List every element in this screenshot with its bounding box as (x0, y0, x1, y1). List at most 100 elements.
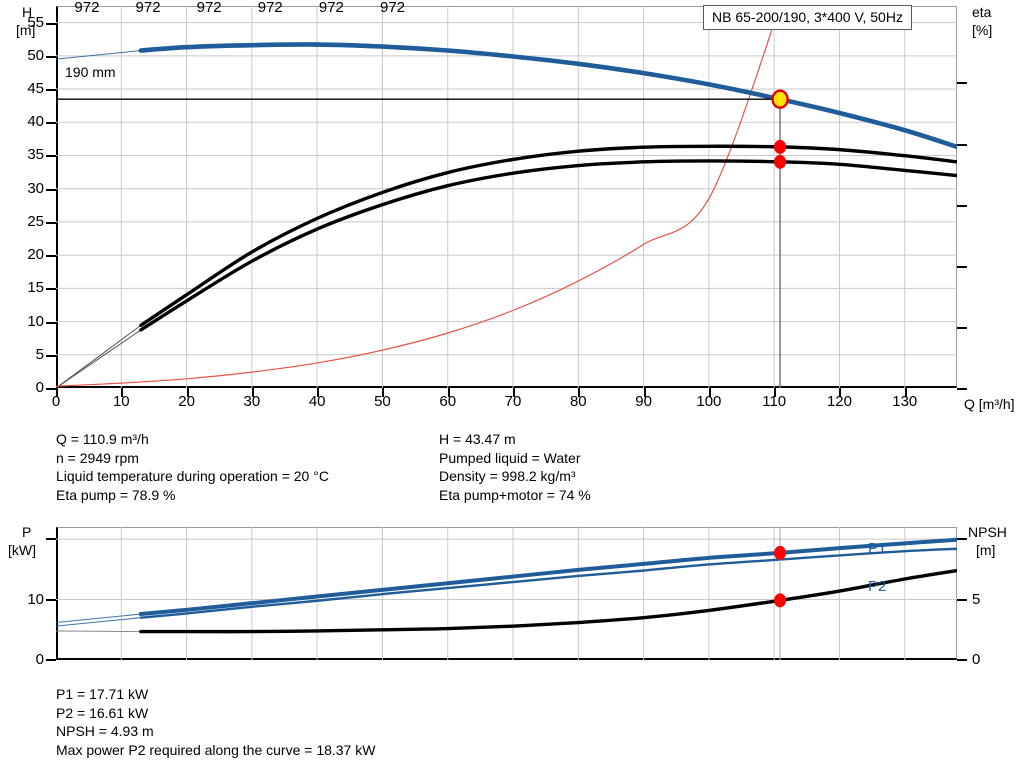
lower-plot-frame (56, 527, 957, 660)
upper-left-tickmark-0 (46, 388, 56, 390)
duty-right-line-4: Eta pump+motor = 74 % (439, 486, 591, 503)
upper-left-tickmark-35 (46, 155, 56, 158)
upper-x-tickmark-130 (904, 388, 907, 397)
upper-left-tickmark-15 (46, 288, 56, 291)
power-result-line-3: NPSH = 4.93 m (56, 723, 154, 739)
upper-left-tickmark-30 (46, 188, 56, 191)
upper-right-tickmark-40 (957, 265, 967, 268)
upper-x-tick-120: 120 (826, 393, 852, 410)
duty-results-right: H = 43.47 m Pumped liquid = Water Density … (439, 430, 591, 504)
upper-left-tick-5: 5 (35, 345, 44, 363)
upper-x-tick-10: 10 (112, 393, 130, 410)
lower-right-tickmark-10 (957, 538, 967, 541)
lower-curves (56, 527, 957, 660)
pump-title-box: NB 65-200/190, 3*400 V, 50Hz (703, 5, 912, 30)
upper-x-tick-90: 90 (635, 393, 652, 410)
upper-left-tick-40: 40 (27, 113, 44, 131)
lower-left-tickmark-0 (46, 659, 56, 661)
upper-x-tick-110: 110 (762, 393, 787, 410)
upper-x-tick-0: 0 (51, 393, 61, 410)
lower-right-axis-title: NPSH (968, 524, 1007, 540)
undefined: 972 (380, 0, 406, 16)
upper-x-tick-100: 100 (696, 393, 722, 410)
lower-left-tickmark-20 (46, 538, 56, 541)
p2-curve-label: P2 (868, 578, 887, 595)
power-result-line-2: P2 = 16.61 kW (56, 704, 149, 721)
upper-x-tick-50: 50 (374, 393, 391, 410)
impeller-size-label: 190 mm (65, 64, 116, 80)
upper-gridlines (56, 6, 957, 388)
upper-left-axis-title: H (22, 4, 33, 20)
upper-x-tick-40: 40 (308, 393, 326, 410)
upper-x-tickmark-50 (382, 388, 385, 397)
power-result-line-1: P1 = 17.71 kW (56, 686, 149, 702)
duty-left-line-1: Q = 110.9 m³/h (56, 431, 149, 447)
lower-right-axis-unit: [m] (976, 542, 996, 558)
power-results-text: P1 = 17.71 kW P2 = 16.61 kW NPSH = 4.93 m M… (56, 685, 375, 759)
undefined: 972 (135, 0, 161, 16)
lower-left-tick-10: 10 (27, 590, 44, 608)
upper-x-tickmark-70 (513, 388, 516, 397)
upper-x-tickmark-110 (774, 388, 777, 397)
upper-right-tickmark-60 (957, 204, 967, 207)
lower-left-tickmark-10 (46, 598, 56, 601)
duty-left-line-3: Liquid temperature during operation = 20… (56, 468, 329, 484)
upper-x-tickmark-90 (643, 388, 646, 397)
lower-gridlines (56, 527, 957, 660)
upper-left-tick-55: 55 (27, 13, 44, 31)
upper-left-tick-50: 50 (27, 46, 44, 64)
upper-left-tick-35: 35 (27, 146, 44, 164)
upper-right-tickmark-20 (957, 326, 967, 329)
upper-x-tickmark-100 (708, 388, 711, 397)
upper-x-axis-title: Q [m³/h] (964, 396, 1015, 412)
upper-plot-frame (56, 6, 957, 388)
upper-left-tick-10: 10 (27, 312, 44, 330)
head-efficiency-chart (56, 6, 957, 388)
duty-right-line-1: H = 43.47 m (439, 431, 516, 447)
upper-x-tickmark-60 (447, 388, 450, 397)
upper-right-tickmark-100 (957, 82, 967, 85)
upper-left-tickmark-5 (46, 354, 56, 357)
undefined: 972 (318, 0, 344, 16)
undefined: 972 (74, 0, 100, 16)
upper-x-tick-60: 60 (439, 393, 457, 410)
lower-right-tick-5: 5 (972, 590, 981, 608)
upper-x-tickmark-30 (251, 388, 254, 397)
upper-right-axis-unit: [%] (972, 22, 993, 38)
upper-left-tickmark-10 (46, 321, 56, 324)
upper-x-tickmark-80 (578, 388, 581, 397)
lower-left-axis-title: P (22, 524, 32, 540)
lower-left-tick-0: 0 (35, 651, 44, 668)
upper-x-tick-70: 70 (504, 393, 522, 410)
duty-right-line-2: Pumped liquid = Water (439, 449, 581, 466)
duty-right-line-3: Density = 998.2 kg/m³ (439, 468, 576, 484)
power-result-line-4: Max power P2 required along the curve = … (56, 741, 376, 758)
lower-chart-canvas (56, 527, 957, 660)
undefined: 972 (257, 0, 283, 16)
upper-left-tickmark-25 (46, 221, 56, 224)
duty-left-line-4: Eta pump = 78.9 % (56, 486, 176, 503)
upper-left-axis-unit: [m] (16, 22, 36, 38)
upper-right-tickmark-80 (957, 143, 967, 146)
upper-left-tick-25: 25 (27, 212, 44, 230)
upper-x-tickmark-20 (186, 388, 189, 397)
undefined: 972 (196, 0, 222, 16)
upper-chart-canvas (56, 6, 957, 388)
upper-right-axis-title: eta (972, 4, 992, 20)
upper-x-tick-80: 80 (569, 393, 587, 410)
lower-right-tickmark-5 (957, 598, 967, 601)
p1-curve-label: P1 (868, 540, 887, 557)
upper-left-tick-20: 20 (27, 246, 44, 264)
upper-left-tick-0: 0 (35, 379, 44, 396)
upper-x-tick-130: 130 (892, 393, 918, 410)
upper-left-tickmark-50 (46, 55, 56, 58)
upper-curves (56, 6, 957, 388)
upper-left-tickmark-55 (46, 22, 56, 25)
upper-left-tick-45: 45 (27, 80, 44, 98)
upper-x-tickmark-120 (839, 388, 842, 397)
upper-right-tickmark-0 (957, 388, 967, 390)
upper-x-tickmark-10 (121, 388, 124, 397)
upper-x-tickmark-40 (317, 388, 320, 397)
duty-results-left: Q = 110.9 m³/h n = 2949 rpm Liquid tempera… (56, 430, 329, 504)
upper-left-tickmark-20 (46, 255, 56, 258)
